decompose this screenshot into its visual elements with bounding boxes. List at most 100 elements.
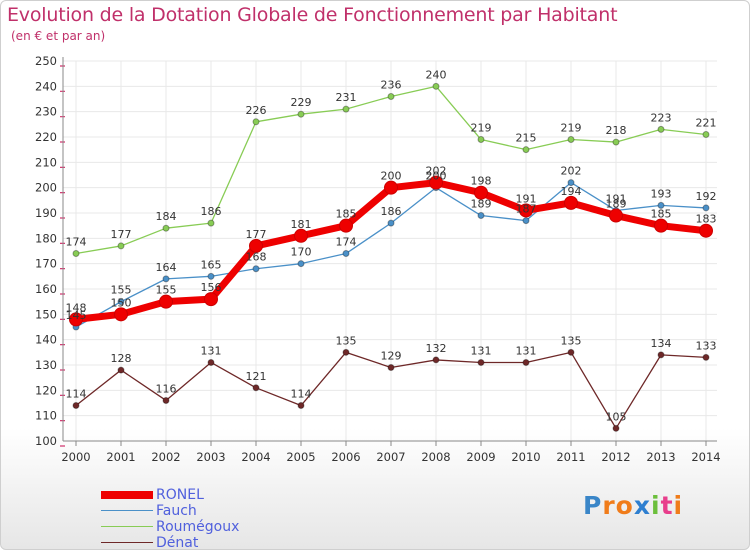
data-label: 168	[246, 251, 267, 264]
data-point	[207, 272, 215, 280]
data-point	[342, 105, 350, 113]
data-label: 189	[471, 198, 492, 211]
data-label: 170	[291, 246, 312, 259]
data-point	[387, 219, 395, 227]
data-label: 218	[606, 124, 627, 137]
data-label: 155	[111, 284, 132, 297]
data-point	[297, 402, 305, 410]
data-label: 129	[381, 350, 402, 363]
y-tick-label: 240	[35, 79, 57, 93]
data-point	[252, 118, 260, 126]
line-chart: 100 110 120 130 140 150 160 170 180 190 200 210 220 2…	[35, 54, 721, 464]
data-point	[702, 130, 710, 138]
data-point	[249, 238, 263, 253]
logo-letter: i	[673, 491, 684, 520]
data-point	[384, 180, 398, 195]
legend-item: Roumégoux	[101, 519, 301, 535]
data-label: 184	[156, 210, 177, 223]
data-label: 165	[201, 258, 222, 271]
data-point	[207, 358, 215, 366]
proxiti-logo: Proxiti	[583, 491, 683, 520]
data-point	[657, 125, 665, 133]
data-label: 174	[66, 236, 87, 249]
data-label: 202	[561, 165, 582, 178]
data-point	[294, 228, 308, 243]
data-point	[432, 82, 440, 90]
data-point	[159, 294, 173, 309]
data-point	[657, 351, 665, 359]
y-tick-label: 120	[35, 383, 57, 397]
data-point	[702, 204, 710, 212]
data-point	[162, 224, 170, 232]
legend-label: Dénat	[156, 535, 199, 550]
data-label: 135	[561, 334, 582, 347]
data-point	[432, 356, 440, 364]
legend-item: RONEL	[101, 487, 301, 503]
data-point	[204, 292, 218, 307]
data-point	[654, 218, 668, 233]
y-tick-label: 170	[35, 257, 57, 271]
data-point	[567, 136, 575, 144]
data-label: 145	[66, 309, 87, 322]
data-label: 131	[471, 344, 492, 357]
data-point	[522, 217, 530, 225]
logo-letter: P	[583, 491, 603, 520]
data-point	[477, 212, 485, 220]
data-label: 156	[201, 281, 222, 294]
logo-letter: i	[651, 491, 661, 520]
data-label: 105	[606, 410, 627, 423]
legend: RONEL Fauch Roumégoux Dénat	[101, 487, 301, 550]
y-tick-label: 150	[35, 307, 57, 321]
legend-swatch	[101, 526, 153, 527]
legend-swatch	[101, 510, 153, 511]
data-label: 186	[201, 205, 222, 218]
legend-swatch	[101, 542, 153, 543]
data-label: 185	[651, 208, 672, 221]
data-label: 223	[651, 111, 672, 124]
x-tick-label: 2008	[421, 450, 450, 464]
data-point	[342, 250, 350, 258]
data-point	[477, 358, 485, 366]
data-point	[474, 185, 488, 200]
data-point	[612, 424, 620, 432]
data-label: 135	[336, 334, 357, 347]
data-point	[252, 265, 260, 273]
data-label: 150	[111, 296, 132, 309]
data-point	[522, 358, 530, 366]
data-label: 200	[381, 170, 402, 183]
data-point	[117, 366, 125, 374]
data-label: 202	[426, 165, 447, 178]
x-tick-label: 2000	[61, 450, 90, 464]
x-tick-label: 2004	[241, 450, 270, 464]
y-tick-label: 110	[35, 409, 57, 423]
data-label: 174	[336, 236, 357, 249]
chart-subtitle: (en € et par an)	[11, 29, 106, 43]
y-tick-label: 130	[35, 358, 57, 372]
data-point	[117, 298, 125, 306]
x-tick-label: 2013	[646, 450, 675, 464]
data-point	[609, 208, 623, 223]
data-label: 133	[696, 339, 717, 352]
y-tick-label: 200	[35, 181, 57, 195]
y-tick-label: 220	[35, 130, 57, 144]
data-point	[612, 138, 620, 146]
y-tick-label: 100	[35, 434, 57, 448]
data-label: 192	[696, 190, 717, 203]
data-label: 116	[156, 382, 177, 395]
legend-label: Fauch	[156, 503, 197, 519]
y-tick-label: 140	[35, 333, 57, 347]
data-point	[564, 195, 578, 210]
data-point	[567, 348, 575, 356]
logo-letter: o	[615, 491, 634, 520]
legend-item: Fauch	[101, 503, 301, 519]
x-tick-label: 2011	[556, 450, 585, 464]
data-label: 155	[156, 284, 177, 297]
data-point	[477, 136, 485, 144]
data-label: 219	[561, 122, 582, 135]
y-tick-label: 160	[35, 282, 57, 296]
legend-item: Dénat	[101, 535, 301, 550]
data-point	[114, 307, 128, 322]
data-point	[297, 260, 305, 268]
data-label: 191	[516, 192, 537, 205]
